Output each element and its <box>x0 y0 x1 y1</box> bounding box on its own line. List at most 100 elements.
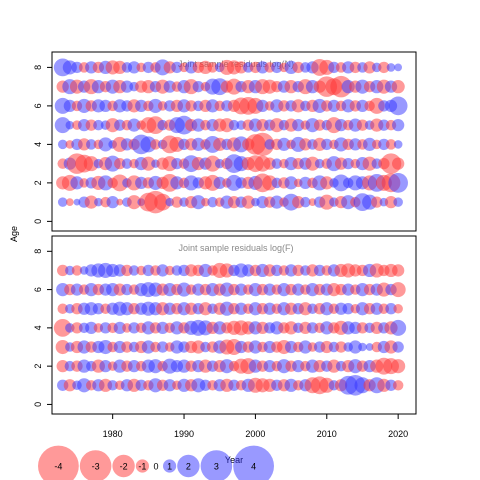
residual-bubble <box>121 158 133 169</box>
residual-bubble <box>250 132 275 157</box>
residual-bubble <box>213 176 226 190</box>
residual-bubble <box>99 360 112 373</box>
y-tick-label: 4 <box>33 325 43 330</box>
residual-bubble <box>363 61 376 74</box>
residual-bubble <box>319 194 335 210</box>
residual-bubble <box>393 303 403 314</box>
residual-bubble <box>207 62 218 73</box>
residual-bubble <box>156 341 169 353</box>
x-tick-label: 2000 <box>245 429 265 439</box>
y-tick-label: 8 <box>33 249 43 254</box>
x-tick-label: 2010 <box>317 429 337 439</box>
residual-bubble <box>388 173 408 193</box>
residual-bubble <box>321 138 333 151</box>
residual-bubble <box>363 137 377 151</box>
residual-bubble <box>335 341 347 353</box>
legend-label: -4 <box>54 462 62 472</box>
residual-bubble <box>84 195 98 209</box>
residual-bubble <box>57 139 68 150</box>
residual-bubble <box>86 139 97 150</box>
residual-bubble <box>385 139 397 150</box>
bubbles <box>53 58 408 214</box>
residual-bubble <box>113 321 126 335</box>
residual-bubble <box>371 196 383 208</box>
legend-bubble <box>177 454 200 478</box>
residual-bubble <box>256 99 269 113</box>
residual-bubble <box>393 197 403 207</box>
residual-bubble <box>390 282 406 298</box>
y-tick-label: 6 <box>33 287 43 292</box>
legend-label: 4 <box>251 462 256 472</box>
bubbles <box>53 262 407 396</box>
y-tick-label: 0 <box>33 219 43 224</box>
residual-bubble <box>65 120 75 130</box>
residual-bubble <box>228 119 240 131</box>
residual-bubble <box>171 196 183 208</box>
residual-bubble <box>154 193 172 211</box>
residual-bubble <box>277 137 291 151</box>
residual-bubble <box>111 174 129 192</box>
residual-bubble <box>65 265 75 276</box>
residual-bubble <box>271 61 283 74</box>
residual-bubble <box>284 176 298 190</box>
residual-bubble <box>342 157 354 170</box>
residual-bubble <box>342 303 354 315</box>
residual-bubble <box>150 139 161 150</box>
residual-bubble <box>391 359 406 374</box>
residual-bubble <box>300 196 311 208</box>
panel-2: Joint sample residuals log(F) 0 2 4 6 8 1980 19… <box>33 235 417 439</box>
residual-bubble <box>384 195 398 209</box>
residual-bubble <box>94 197 103 207</box>
residual-bubble <box>83 156 99 172</box>
residual-bubble <box>392 341 404 353</box>
residual-bubble <box>270 195 284 209</box>
plot-frame <box>51 235 417 415</box>
residual-bubble <box>314 158 325 169</box>
x-tick-label: 2020 <box>388 429 408 439</box>
residual-bubble <box>192 80 204 93</box>
residual-bubble <box>116 198 124 206</box>
residual-bubble <box>204 155 221 172</box>
x-tick-label: 1980 <box>103 429 123 439</box>
legend-label: -1 <box>138 462 146 472</box>
residual-bubble <box>107 380 118 391</box>
x-axis-title: Year <box>225 455 243 465</box>
residual-bubble <box>292 119 305 132</box>
residual-bubble <box>127 61 141 74</box>
residual-bubble <box>148 98 163 113</box>
residual-bubble <box>55 339 70 355</box>
residual-bubble <box>57 303 68 314</box>
residual-bubble <box>392 119 405 132</box>
legend-bubble <box>79 450 112 480</box>
residual-bubble <box>127 195 142 210</box>
residual-bubble <box>156 264 169 277</box>
residual-bubble <box>73 198 81 206</box>
legend-bubble <box>200 450 233 480</box>
residual-bubble <box>165 265 175 276</box>
residual-bubble <box>66 198 74 206</box>
residual-bubble <box>393 140 403 149</box>
residual-bubble <box>356 119 369 131</box>
y-tick-label: 2 <box>33 180 43 185</box>
legend-label: -3 <box>92 462 100 472</box>
legend-label: 1 <box>167 462 172 472</box>
residual-bubble <box>171 61 183 74</box>
residual-bubble <box>191 195 206 210</box>
legend-label: 0 <box>153 462 158 472</box>
residual-bubble <box>386 63 396 72</box>
residual-bubble <box>57 264 69 277</box>
residual-bubble <box>348 340 362 354</box>
y-tick-label: 4 <box>33 142 43 147</box>
residual-bubble <box>392 380 404 391</box>
y-tick-label: 8 <box>33 65 43 70</box>
residual-bubble <box>127 118 141 132</box>
legend-bubble <box>233 445 274 480</box>
legend-bubble <box>38 445 79 480</box>
legend-bubble <box>163 459 177 473</box>
legend-label: 3 <box>214 462 219 472</box>
residual-bubble <box>163 379 176 392</box>
residual-bubble <box>98 137 113 152</box>
residual-bubble <box>63 379 76 392</box>
